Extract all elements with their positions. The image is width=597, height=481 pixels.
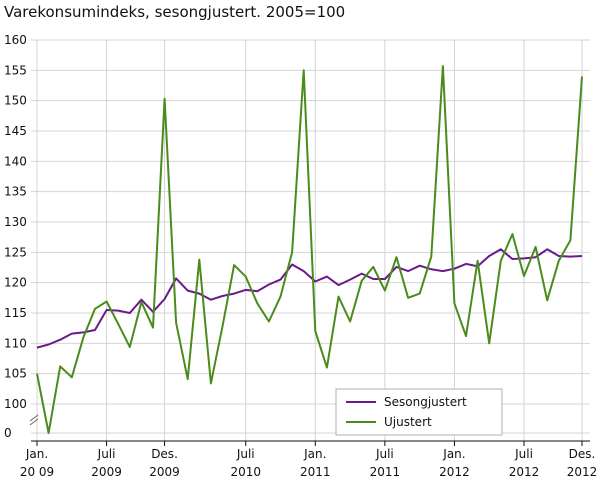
x-tick-label: Des. — [151, 447, 178, 461]
legend-label: Sesongjustert — [384, 395, 467, 409]
y-tick-label: 110 — [4, 336, 27, 350]
x-tick-label: Des. — [569, 447, 596, 461]
y-tick-label: 120 — [4, 276, 27, 290]
x-axis: Jan. 20 09 Juli 2009 Des. 2009 Juli 2010 Jan. 201… — [20, 440, 597, 479]
x-tick-label: 2009 — [149, 465, 180, 479]
chart-title: Varekonsumindeks, sesongjustert. 2005=10… — [4, 3, 346, 21]
legend-label: Ujustert — [384, 415, 432, 429]
y-tick-label: 105 — [4, 367, 27, 381]
x-tick-label: 2012 — [567, 465, 597, 479]
y-tick-label: 100 — [4, 397, 27, 411]
x-tick-label: 2010 — [230, 465, 261, 479]
y-tick-label: 145 — [4, 124, 27, 138]
y-tick-label: 150 — [4, 94, 27, 108]
series-line-ujustert — [36, 65, 583, 434]
x-tick-label: 2011 — [300, 465, 331, 479]
y-tick-label: 115 — [4, 306, 27, 320]
y-tick-label: 130 — [4, 215, 27, 229]
x-tick-label: Juli — [97, 447, 116, 461]
axis-break-mark — [29, 414, 39, 422]
y-tick-label: 140 — [4, 154, 27, 168]
y-tick-label: 125 — [4, 245, 27, 259]
axis-break-mark — [29, 418, 39, 426]
series-lines — [36, 65, 583, 434]
x-tick-label: Juli — [375, 447, 394, 461]
legend-box — [335, 388, 503, 436]
x-tick-label: Juli — [514, 447, 533, 461]
legend: Sesongjustert Ujustert — [335, 388, 503, 436]
x-tick-label: Jan. — [303, 447, 326, 461]
x-tick-label: Jan. — [442, 447, 465, 461]
x-tick-label: 2009 — [91, 465, 122, 479]
y-tick-label: 160 — [4, 33, 27, 47]
x-tick-label: 2012 — [439, 465, 470, 479]
series-line-sesongjustert — [36, 248, 583, 349]
y-tick-label: 155 — [4, 63, 27, 77]
y-axis: 160 155 150 145 140 135 130 125 120 115 110 105 100 0 — [4, 33, 39, 440]
gridlines — [31, 39, 590, 441]
x-tick-label: 2011 — [370, 465, 401, 479]
x-tick-label: Jan. — [25, 447, 48, 461]
y-tick-label: 0 — [4, 426, 12, 440]
x-tick-label: Juli — [236, 447, 255, 461]
y-tick-label: 135 — [4, 185, 27, 199]
x-tick-label: 2012 — [509, 465, 540, 479]
x-tick-label: 20 09 — [20, 465, 54, 479]
